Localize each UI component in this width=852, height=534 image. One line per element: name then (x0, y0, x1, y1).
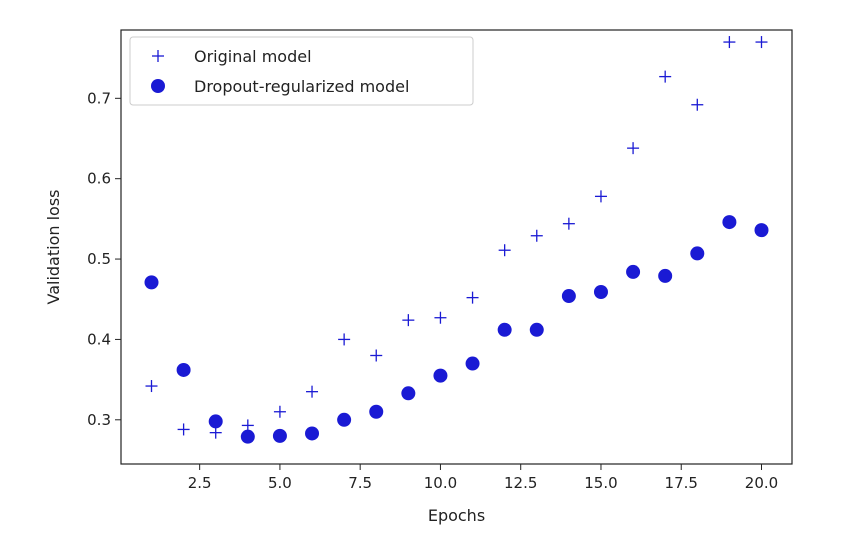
marks-layer (144, 36, 769, 444)
dropout-model-point (433, 368, 448, 383)
dropout-model-point (593, 285, 608, 300)
original-model-point (241, 419, 254, 432)
legend: Original model Dropout-regularized model (129, 36, 474, 106)
legend-entry-original-model: Original model (194, 47, 312, 66)
legend-dot-marker (151, 79, 165, 93)
legend-plus-marker (152, 50, 164, 62)
legend-marker-dropout-regularized-model (151, 79, 165, 93)
original-model-point (498, 244, 511, 257)
original-model-point (209, 426, 222, 439)
x-tick-label: 7.5 (348, 474, 372, 492)
original-model-point (530, 229, 543, 242)
original-model-point (434, 311, 447, 324)
original-model-point (306, 385, 319, 398)
plot-area-frame (120, 29, 793, 465)
x-tick-label: 15.0 (584, 474, 617, 492)
legend-marker-original-model (152, 50, 164, 62)
x-tick-label: 17.5 (665, 474, 698, 492)
dropout-model-point (208, 414, 223, 429)
original-model-point (338, 333, 351, 346)
original-model-point (466, 291, 479, 304)
original-model-point (723, 36, 736, 49)
ticks-layer: 2.5 5.0 7.5 10.0 12.5 15.0 17.5 20.0 0.3 0.4 0.5 0.… (87, 89, 778, 492)
dropout-model-point (240, 429, 255, 444)
original-model-point (370, 349, 383, 362)
dropout-model-point (658, 268, 673, 283)
original-model-point (145, 380, 158, 393)
original-model-point (691, 98, 704, 111)
dropout-model-point (176, 362, 191, 377)
dropout-model-point (337, 412, 352, 427)
series-original-model (145, 36, 768, 439)
dropout-model-point (305, 426, 320, 441)
original-model-point (594, 190, 607, 203)
dropout-model-point (561, 289, 576, 304)
original-model-point (659, 70, 672, 83)
original-model-point (273, 405, 286, 418)
series-dropout-regularized-model (144, 215, 769, 444)
dropout-model-point (144, 275, 159, 290)
dropout-model-point (754, 223, 769, 238)
y-tick-label: 0.6 (87, 170, 111, 188)
dropout-model-point (690, 246, 705, 261)
dropout-model-point (722, 215, 737, 230)
dropout-model-point (465, 356, 480, 371)
y-tick-label: 0.4 (87, 330, 111, 348)
original-model-point (562, 217, 575, 230)
original-model-point (177, 423, 190, 436)
dropout-model-point (401, 386, 416, 401)
original-model-point (402, 314, 415, 327)
dropout-model-point (626, 264, 641, 279)
y-axis-label: Validation loss (44, 190, 63, 305)
x-tick-label: 12.5 (504, 474, 537, 492)
x-tick-label: 10.0 (424, 474, 457, 492)
original-model-point (627, 142, 640, 155)
x-tick-label: 5.0 (268, 474, 292, 492)
x-tick-label: 2.5 (188, 474, 212, 492)
legend-entry-dropout-regularized-model: Dropout-regularized model (194, 77, 409, 96)
y-tick-label: 0.5 (87, 250, 111, 268)
dropout-model-point (272, 428, 287, 443)
original-model-point (755, 36, 768, 49)
x-axis-label: Epochs (428, 506, 485, 525)
dropout-model-point (369, 404, 384, 419)
x-tick-label: 20.0 (745, 474, 778, 492)
y-tick-label: 0.3 (87, 411, 111, 429)
dropout-model-point (529, 322, 544, 337)
dropout-model-point (497, 322, 512, 337)
legend-box (129, 36, 474, 106)
y-tick-label: 0.7 (87, 89, 111, 107)
